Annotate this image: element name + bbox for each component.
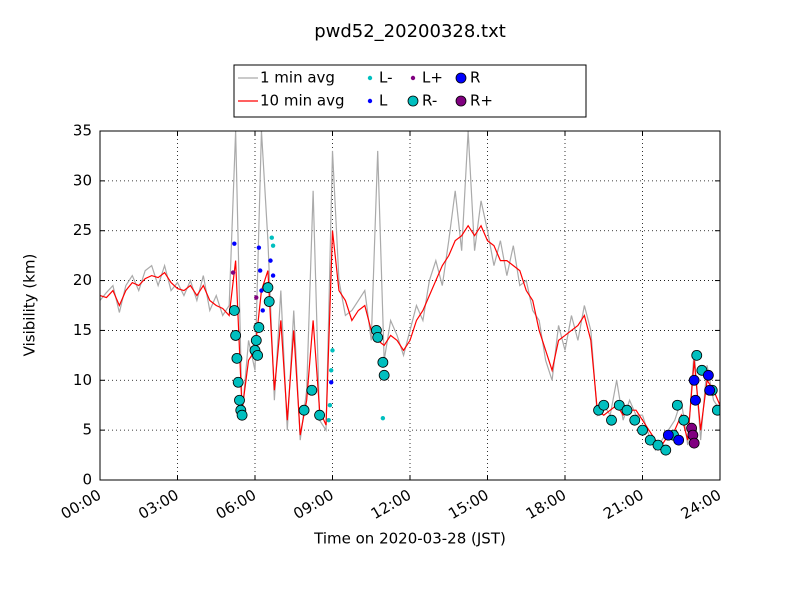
marker-large <box>253 322 265 333</box>
marker-large <box>704 384 716 396</box>
series-line <box>100 131 720 452</box>
marker-small <box>257 268 263 273</box>
marker-small <box>327 403 333 408</box>
marker-large <box>252 349 263 361</box>
marker-small <box>270 243 276 248</box>
marker-small <box>330 348 335 353</box>
marker-large <box>691 349 703 361</box>
legend-label: R+ <box>470 92 493 110</box>
legend-swatch <box>455 72 467 84</box>
y-tick-label: 30 <box>73 171 92 189</box>
x-axis-label: Time on 2020-03-28 (JST) <box>313 530 506 548</box>
legend-label: L- <box>379 69 393 87</box>
marker-large <box>262 282 274 293</box>
marker-large <box>606 414 617 426</box>
legend-swatch <box>407 95 419 107</box>
marker-large <box>263 296 275 307</box>
y-tick-label: 15 <box>73 321 92 339</box>
legend-box <box>233 64 587 118</box>
marker-large <box>644 434 656 446</box>
marker-large <box>629 414 641 426</box>
marker-small <box>232 241 237 246</box>
marker-large <box>621 404 633 416</box>
marker-large <box>234 394 245 406</box>
y-axis-label: Visibility (km) <box>21 254 39 357</box>
marker-large <box>678 414 690 426</box>
marker-large <box>702 369 714 381</box>
y-tick-label: 0 <box>82 471 92 489</box>
y-tick-label: 10 <box>73 371 92 389</box>
marker-small <box>326 417 331 423</box>
legend-swatch <box>367 75 373 81</box>
marker-large <box>231 352 243 364</box>
marker-large <box>660 444 672 456</box>
marker-large <box>613 399 625 411</box>
y-tick-label: 5 <box>82 421 92 439</box>
y-tick-label: 20 <box>73 271 92 289</box>
marker-large <box>671 399 683 411</box>
marker-small <box>259 288 264 293</box>
legend-label: R <box>470 69 480 87</box>
marker-large <box>298 404 310 416</box>
marker-small <box>329 368 334 373</box>
marker-large <box>314 409 325 421</box>
legend-label: 1 min avg <box>260 69 335 87</box>
y-tick-label: 35 <box>73 122 92 140</box>
marker-large <box>378 369 390 381</box>
marker-small <box>329 380 334 385</box>
marker-large <box>377 356 389 368</box>
y-tick-label: 25 <box>73 221 92 239</box>
legend: 1 min avg 10 min avg L- L L+ R- R R+ <box>233 64 587 118</box>
marker-large <box>250 334 262 346</box>
legend-label: L+ <box>422 69 443 87</box>
marker-large <box>712 404 720 416</box>
marker-large <box>662 429 674 441</box>
marker-large <box>688 437 700 449</box>
marker-large <box>688 374 700 386</box>
marker-small <box>268 258 273 263</box>
marker-small <box>270 273 276 278</box>
marker-small <box>380 415 386 421</box>
marker-small <box>260 308 265 313</box>
marker-small <box>254 295 259 300</box>
marker-large <box>372 332 384 343</box>
marker-large <box>236 409 248 421</box>
legend-label: R- <box>422 92 437 110</box>
marker-large <box>690 394 701 406</box>
legend-swatch <box>455 95 467 107</box>
marker-large <box>306 384 318 396</box>
legend-swatch <box>367 98 373 104</box>
marker-small <box>230 270 236 275</box>
chart-title: pwd52_20200328.txt <box>314 21 506 42</box>
marker-large <box>232 376 244 388</box>
marker-large <box>228 305 240 316</box>
marker-large <box>673 434 685 446</box>
marker-large <box>637 424 648 436</box>
legend-swatch <box>410 75 416 81</box>
legend-label: L <box>379 92 388 110</box>
marker-small <box>269 235 274 240</box>
marker-large <box>598 399 610 411</box>
marker-large <box>652 439 664 451</box>
plot-area <box>100 131 720 456</box>
marker-large <box>230 330 242 341</box>
legend-label: 10 min avg <box>260 92 345 110</box>
marker-small <box>256 245 262 250</box>
